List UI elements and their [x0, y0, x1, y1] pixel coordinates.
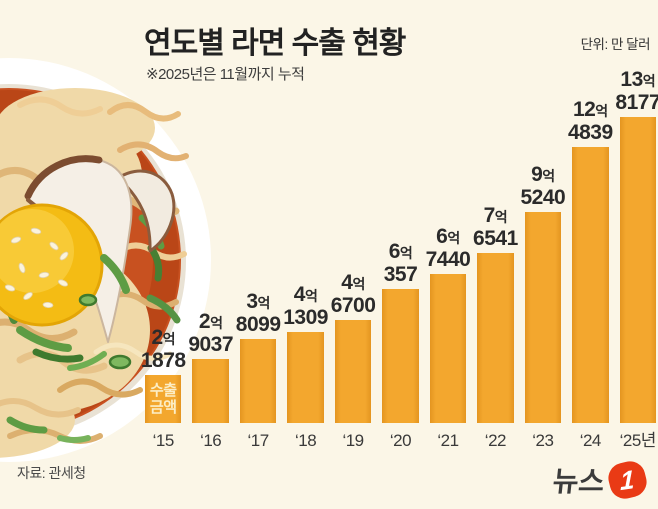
- bar-‘16: [192, 359, 229, 423]
- first-bar-overlay-label: 수출 금액: [149, 382, 177, 416]
- news1-logo-number: 1: [620, 463, 635, 497]
- bar-‘25년: [619, 117, 656, 423]
- x-axis-label: ‘18: [294, 431, 317, 450]
- scallions-front: [6, 254, 181, 443]
- sesame-seeds: [4, 227, 69, 309]
- chart-footnote: ※2025년은 11월까지 누적: [146, 66, 305, 83]
- bar-column: 4억 6700 ‘19: [331, 272, 376, 453]
- x-axis-label: ‘19: [342, 431, 364, 450]
- bar-‘21: [429, 274, 467, 423]
- news1-logo: 뉴스 1: [551, 458, 650, 502]
- bar-value-label: 3억 8099: [235, 290, 281, 336]
- bar-column: 4억 1309 ‘18: [283, 284, 328, 453]
- x-axis-label: ‘16: [200, 431, 222, 450]
- source-label: 자료: 관세청: [17, 465, 86, 481]
- bar-value-label: 6억 7440: [425, 225, 471, 271]
- x-axis-label: ‘17: [247, 431, 270, 450]
- bar-value-label: 6억 357: [383, 240, 418, 286]
- bar-‘17: [239, 339, 277, 423]
- bar-‘20: [382, 289, 419, 423]
- bar-value-label: 4억 1309: [283, 283, 328, 329]
- bar-value-label: 2억 1878: [140, 326, 186, 372]
- x-axis-label: ‘15: [152, 431, 175, 450]
- bar-column: 6억 7440 ‘21: [426, 226, 471, 453]
- bar-‘15: 수출 금액: [145, 375, 182, 423]
- bar-column: 9억 5240 ‘23: [521, 164, 566, 453]
- page-title: 연도별 라면 수출 현황: [144, 27, 406, 60]
- news1-logo-text: 뉴스: [551, 466, 607, 497]
- bar-column: 12억 4839 ‘24: [568, 99, 613, 453]
- x-axis-label: ‘20: [389, 431, 412, 450]
- bar-column: 3억 8099 ‘17: [236, 291, 281, 453]
- bar-column: 6억 357 ‘20: [382, 240, 419, 453]
- ramen-bowl-photo: [0, 58, 211, 462]
- x-axis-label: ‘21: [437, 431, 459, 450]
- bar-‘19: [334, 320, 372, 423]
- bar-column: 2억 9037 ‘16: [188, 311, 233, 453]
- bar-‘18: [287, 332, 324, 423]
- news1-logo-badge: 1: [605, 458, 650, 502]
- x-axis-label: ‘23: [532, 431, 554, 450]
- x-axis-label: ‘24: [579, 431, 602, 450]
- bar-value-label: 13억 8177: [615, 68, 658, 114]
- x-axis-label: ‘22: [484, 431, 507, 450]
- bar-value-label: 9억 5240: [520, 163, 566, 209]
- unit-label: 단위: 만 달러: [580, 37, 651, 52]
- bar-value-label: 12억 4839: [567, 98, 613, 144]
- bar-value-label: 4억 6700: [330, 271, 376, 317]
- x-axis-label: ‘25년: [619, 431, 657, 450]
- bar-value-label: 7억 6541: [473, 204, 518, 250]
- bar-‘23: [524, 212, 562, 423]
- bar-value-label: 2억 9037: [188, 310, 234, 356]
- bar-column: 2억 1878 수출 금액 ‘15: [141, 327, 186, 453]
- bar-‘22: [477, 253, 514, 423]
- bar-chart: 2억 1878 수출 금액 ‘15 2억 9037 ‘16 3억 8099 ‘17 4억 1309 ‘18…: [141, 69, 658, 453]
- bar-column: 7억 6541 ‘22: [473, 205, 518, 453]
- bar-‘24: [572, 147, 609, 423]
- bar-column: 13억 8177 ‘25년: [615, 69, 658, 453]
